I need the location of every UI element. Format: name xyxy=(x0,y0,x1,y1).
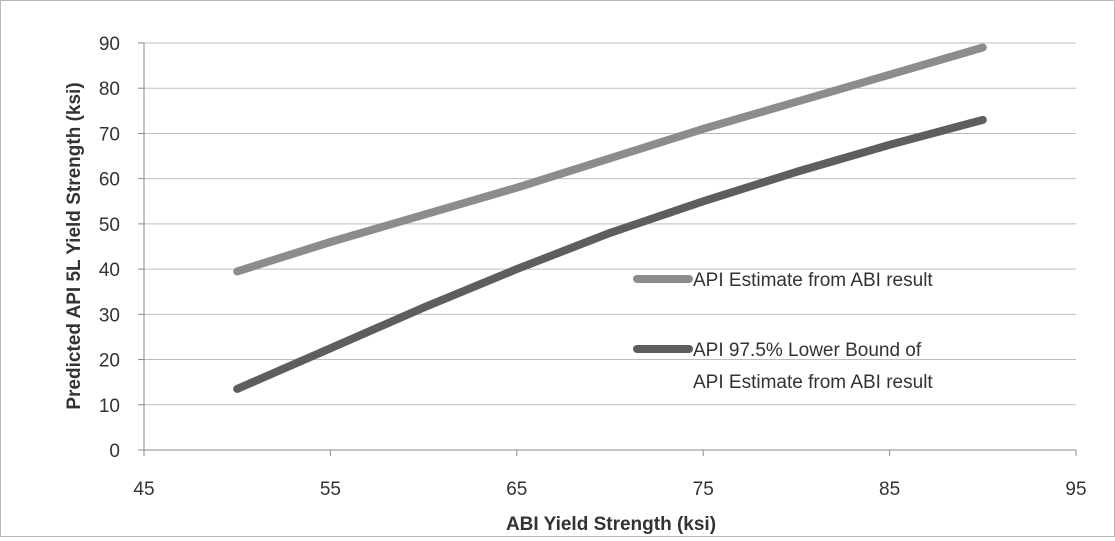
legend: API Estimate from ABI result API 97.5% Lo… xyxy=(633,270,933,393)
legend-label-1-line-1: API Estimate from ABI result xyxy=(693,270,933,291)
y-tick-label-90: 90 xyxy=(99,34,120,55)
x-tick-label-55: 55 xyxy=(320,479,341,500)
y-tick-label-70: 70 xyxy=(99,124,120,145)
series-line-1 xyxy=(233,43,987,276)
x-tick-label-75: 75 xyxy=(693,479,714,500)
x-tick-label-85: 85 xyxy=(879,479,900,500)
y-tick-label-40: 40 xyxy=(99,260,120,281)
legend-label-2-line-1: API 97.5% Lower Bound of xyxy=(693,340,922,361)
y-axis-title: Predicted API 5L Yield Strength (ksi) xyxy=(64,82,85,409)
x-axis-title: ABI Yield Strength (ksi) xyxy=(506,514,716,535)
axes: 0 10 20 30 40 50 60 70 80 90 45 55 65 75 85 95 xyxy=(99,34,1087,500)
y-tick-label-10: 10 xyxy=(99,396,120,417)
x-tick-label-95: 95 xyxy=(1065,479,1086,500)
y-tick-label-20: 20 xyxy=(99,351,120,372)
x-tick-label-45: 45 xyxy=(133,479,154,500)
series-lines xyxy=(233,43,987,393)
legend-label-2-line-2: API Estimate from ABI result xyxy=(693,372,933,393)
y-tick-label-60: 60 xyxy=(99,170,120,191)
x-tick-label-65: 65 xyxy=(506,479,527,500)
grid-lines xyxy=(144,42,1076,406)
y-tick-label-50: 50 xyxy=(99,215,120,236)
series-line-2 xyxy=(233,115,987,393)
y-tick-label-30: 30 xyxy=(99,305,120,326)
y-tick-label-0: 0 xyxy=(109,441,120,462)
y-tick-label-80: 80 xyxy=(99,79,120,100)
